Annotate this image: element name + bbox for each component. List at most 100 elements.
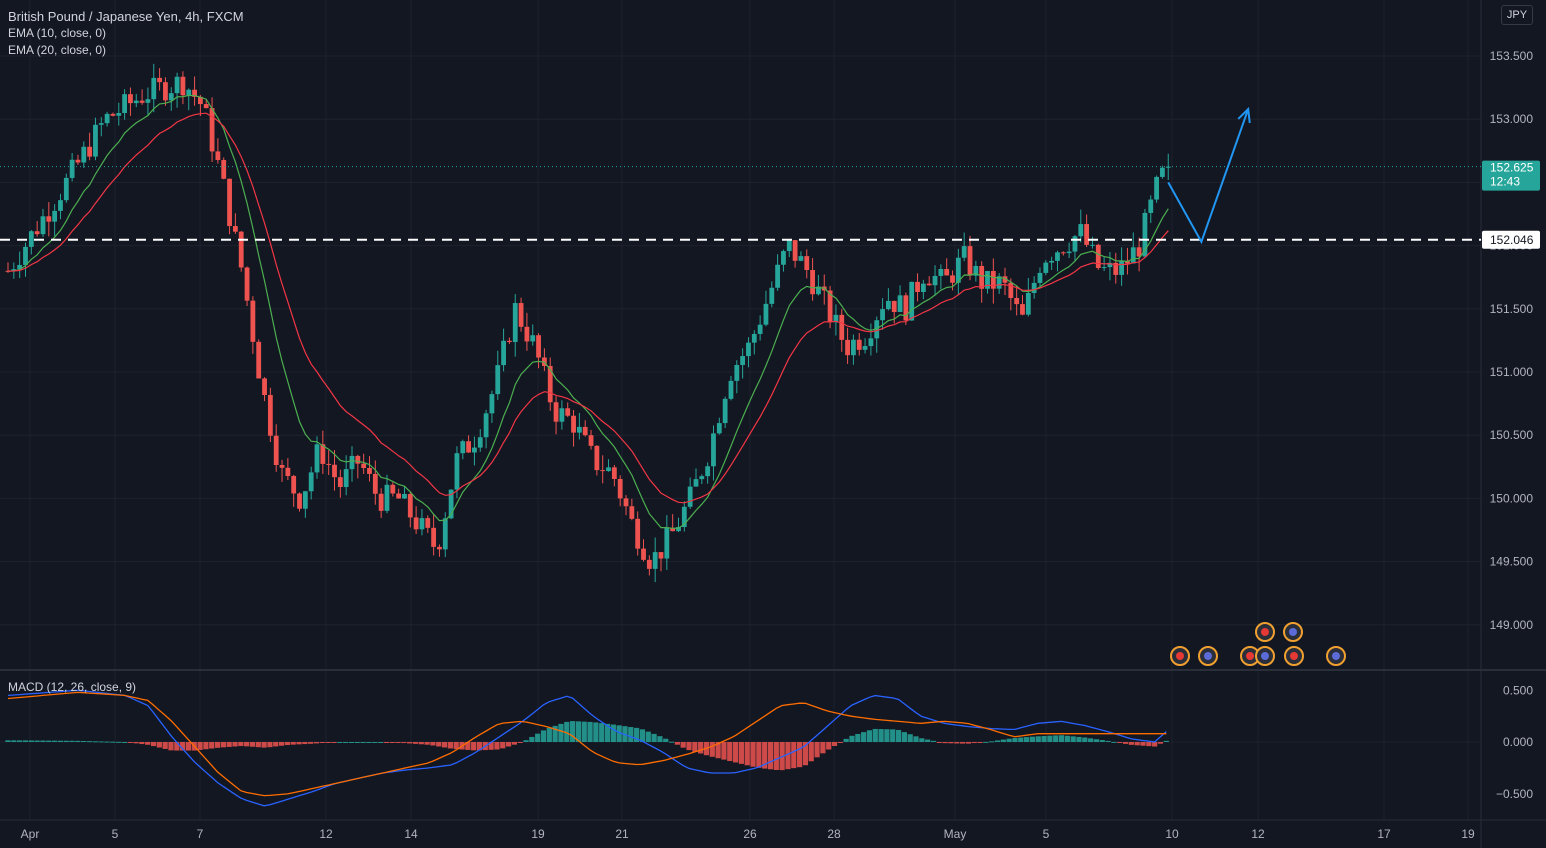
candle-body <box>1043 262 1049 273</box>
macd-histogram-bar <box>424 742 430 745</box>
macd-histogram-bar <box>529 736 535 742</box>
candle-body <box>11 269 17 272</box>
symbol-title: British Pound / Japanese Yen, 4h, FXCM <box>8 9 244 24</box>
candle-body <box>372 473 378 494</box>
candle-body <box>1095 244 1101 269</box>
candle-body <box>944 268 950 276</box>
macd-histogram-bar <box>238 742 244 747</box>
macd-histogram-bar <box>290 742 296 745</box>
macd-histogram-bar <box>1035 736 1041 742</box>
macd-histogram-bar <box>302 742 308 745</box>
candle-body <box>1119 261 1125 275</box>
candle-body <box>769 287 775 304</box>
candle-body <box>407 494 413 518</box>
candle-body <box>996 276 1002 289</box>
candle-body <box>530 335 536 342</box>
candle-body <box>1136 247 1142 257</box>
candle-body <box>413 517 419 530</box>
candle-body <box>291 475 297 494</box>
candle-body <box>658 552 664 559</box>
candle-body <box>133 100 139 104</box>
macd-histogram-bar <box>121 741 128 743</box>
macd-histogram-bar <box>715 742 721 759</box>
event-icon-dot <box>1261 628 1269 636</box>
candle-body <box>623 498 629 507</box>
candle-body <box>110 113 116 116</box>
macd-legend: MACD (12, 26, close, 9) <box>8 680 137 694</box>
candle-body <box>46 216 52 222</box>
candle-body <box>128 94 133 104</box>
candle-body <box>81 146 87 163</box>
candle-body <box>314 444 320 473</box>
candle-body <box>903 295 909 321</box>
candle-body <box>63 177 69 201</box>
macd-histogram-bar <box>75 740 81 742</box>
macd-histogram-bar <box>750 742 756 767</box>
candle-body <box>454 453 460 490</box>
macd-histogram-bar <box>657 736 663 742</box>
candle-body <box>705 466 711 477</box>
macd-tick-label: 0.500 <box>1503 683 1533 697</box>
candle-body <box>582 426 588 436</box>
ema10-legend: EMA (10, close, 0) <box>8 26 107 40</box>
level-label: 152.046 <box>1490 233 1534 247</box>
candle-body <box>926 283 932 286</box>
macd-histogram-bar <box>407 742 413 744</box>
candles-group <box>5 63 1171 583</box>
macd-histogram-bar <box>46 740 52 742</box>
macd-histogram-bar <box>1105 740 1111 742</box>
candle-body <box>1090 244 1095 246</box>
candle-body <box>606 467 611 472</box>
candle-body <box>985 271 990 289</box>
macd-histogram-bar <box>1146 742 1152 747</box>
time-tick-label: 19 <box>1461 827 1475 841</box>
candle-body <box>565 408 571 416</box>
candle-body <box>856 339 862 350</box>
macd-histogram-bar <box>1053 735 1059 742</box>
candle-body <box>559 408 565 422</box>
candle-body <box>466 441 472 453</box>
time-tick-label: 10 <box>1165 827 1179 841</box>
macd-histogram-bar <box>505 742 512 747</box>
macd-histogram-bar <box>220 742 226 748</box>
macd-histogram-bar <box>546 727 552 742</box>
macd-histogram-bar <box>395 742 401 743</box>
macd-histogram-bar <box>81 740 87 742</box>
macd-histogram-bar <box>721 742 727 760</box>
macd-histogram-bar <box>453 742 459 750</box>
candle-body <box>932 275 938 286</box>
candle-body <box>1020 304 1025 315</box>
macd-histogram-bar <box>69 740 75 742</box>
macd-histogram-bar <box>913 736 919 742</box>
macd-histogram-bar <box>808 742 814 762</box>
macd-histogram-bar <box>936 742 942 743</box>
macd-histogram-bar <box>709 742 715 757</box>
macd-histogram-bar <box>377 742 384 743</box>
candle-body <box>1060 252 1066 254</box>
macd-histogram-bar <box>214 742 221 748</box>
macd-histogram-bar <box>878 729 884 742</box>
macd-histogram-bar <box>1099 740 1105 742</box>
macd-histogram-bar <box>209 742 215 749</box>
candle-body <box>536 335 541 358</box>
candle-body <box>1037 272 1043 283</box>
macd-histogram-bar <box>872 728 878 742</box>
macd-histogram-bar <box>855 733 861 742</box>
currency-button[interactable]: JPY <box>1501 5 1533 25</box>
price-tick-label: 149.500 <box>1490 555 1534 569</box>
event-icon-dot <box>1332 652 1340 660</box>
macd-histogram-bar <box>890 729 896 742</box>
macd-histogram-bar <box>1041 735 1047 742</box>
candle-body <box>87 146 93 157</box>
macd-histogram-bar <box>884 729 890 742</box>
macd-histogram-bar <box>98 741 104 743</box>
macd-histogram-bar <box>11 740 17 742</box>
candle-body <box>40 216 46 235</box>
macd-histogram-bar <box>954 742 960 744</box>
macd-histogram-bar <box>820 742 826 754</box>
macd-histogram-bar <box>383 742 389 743</box>
macd-histogram-bar <box>744 742 750 766</box>
candle-body <box>839 314 845 340</box>
candle-body <box>58 200 63 211</box>
